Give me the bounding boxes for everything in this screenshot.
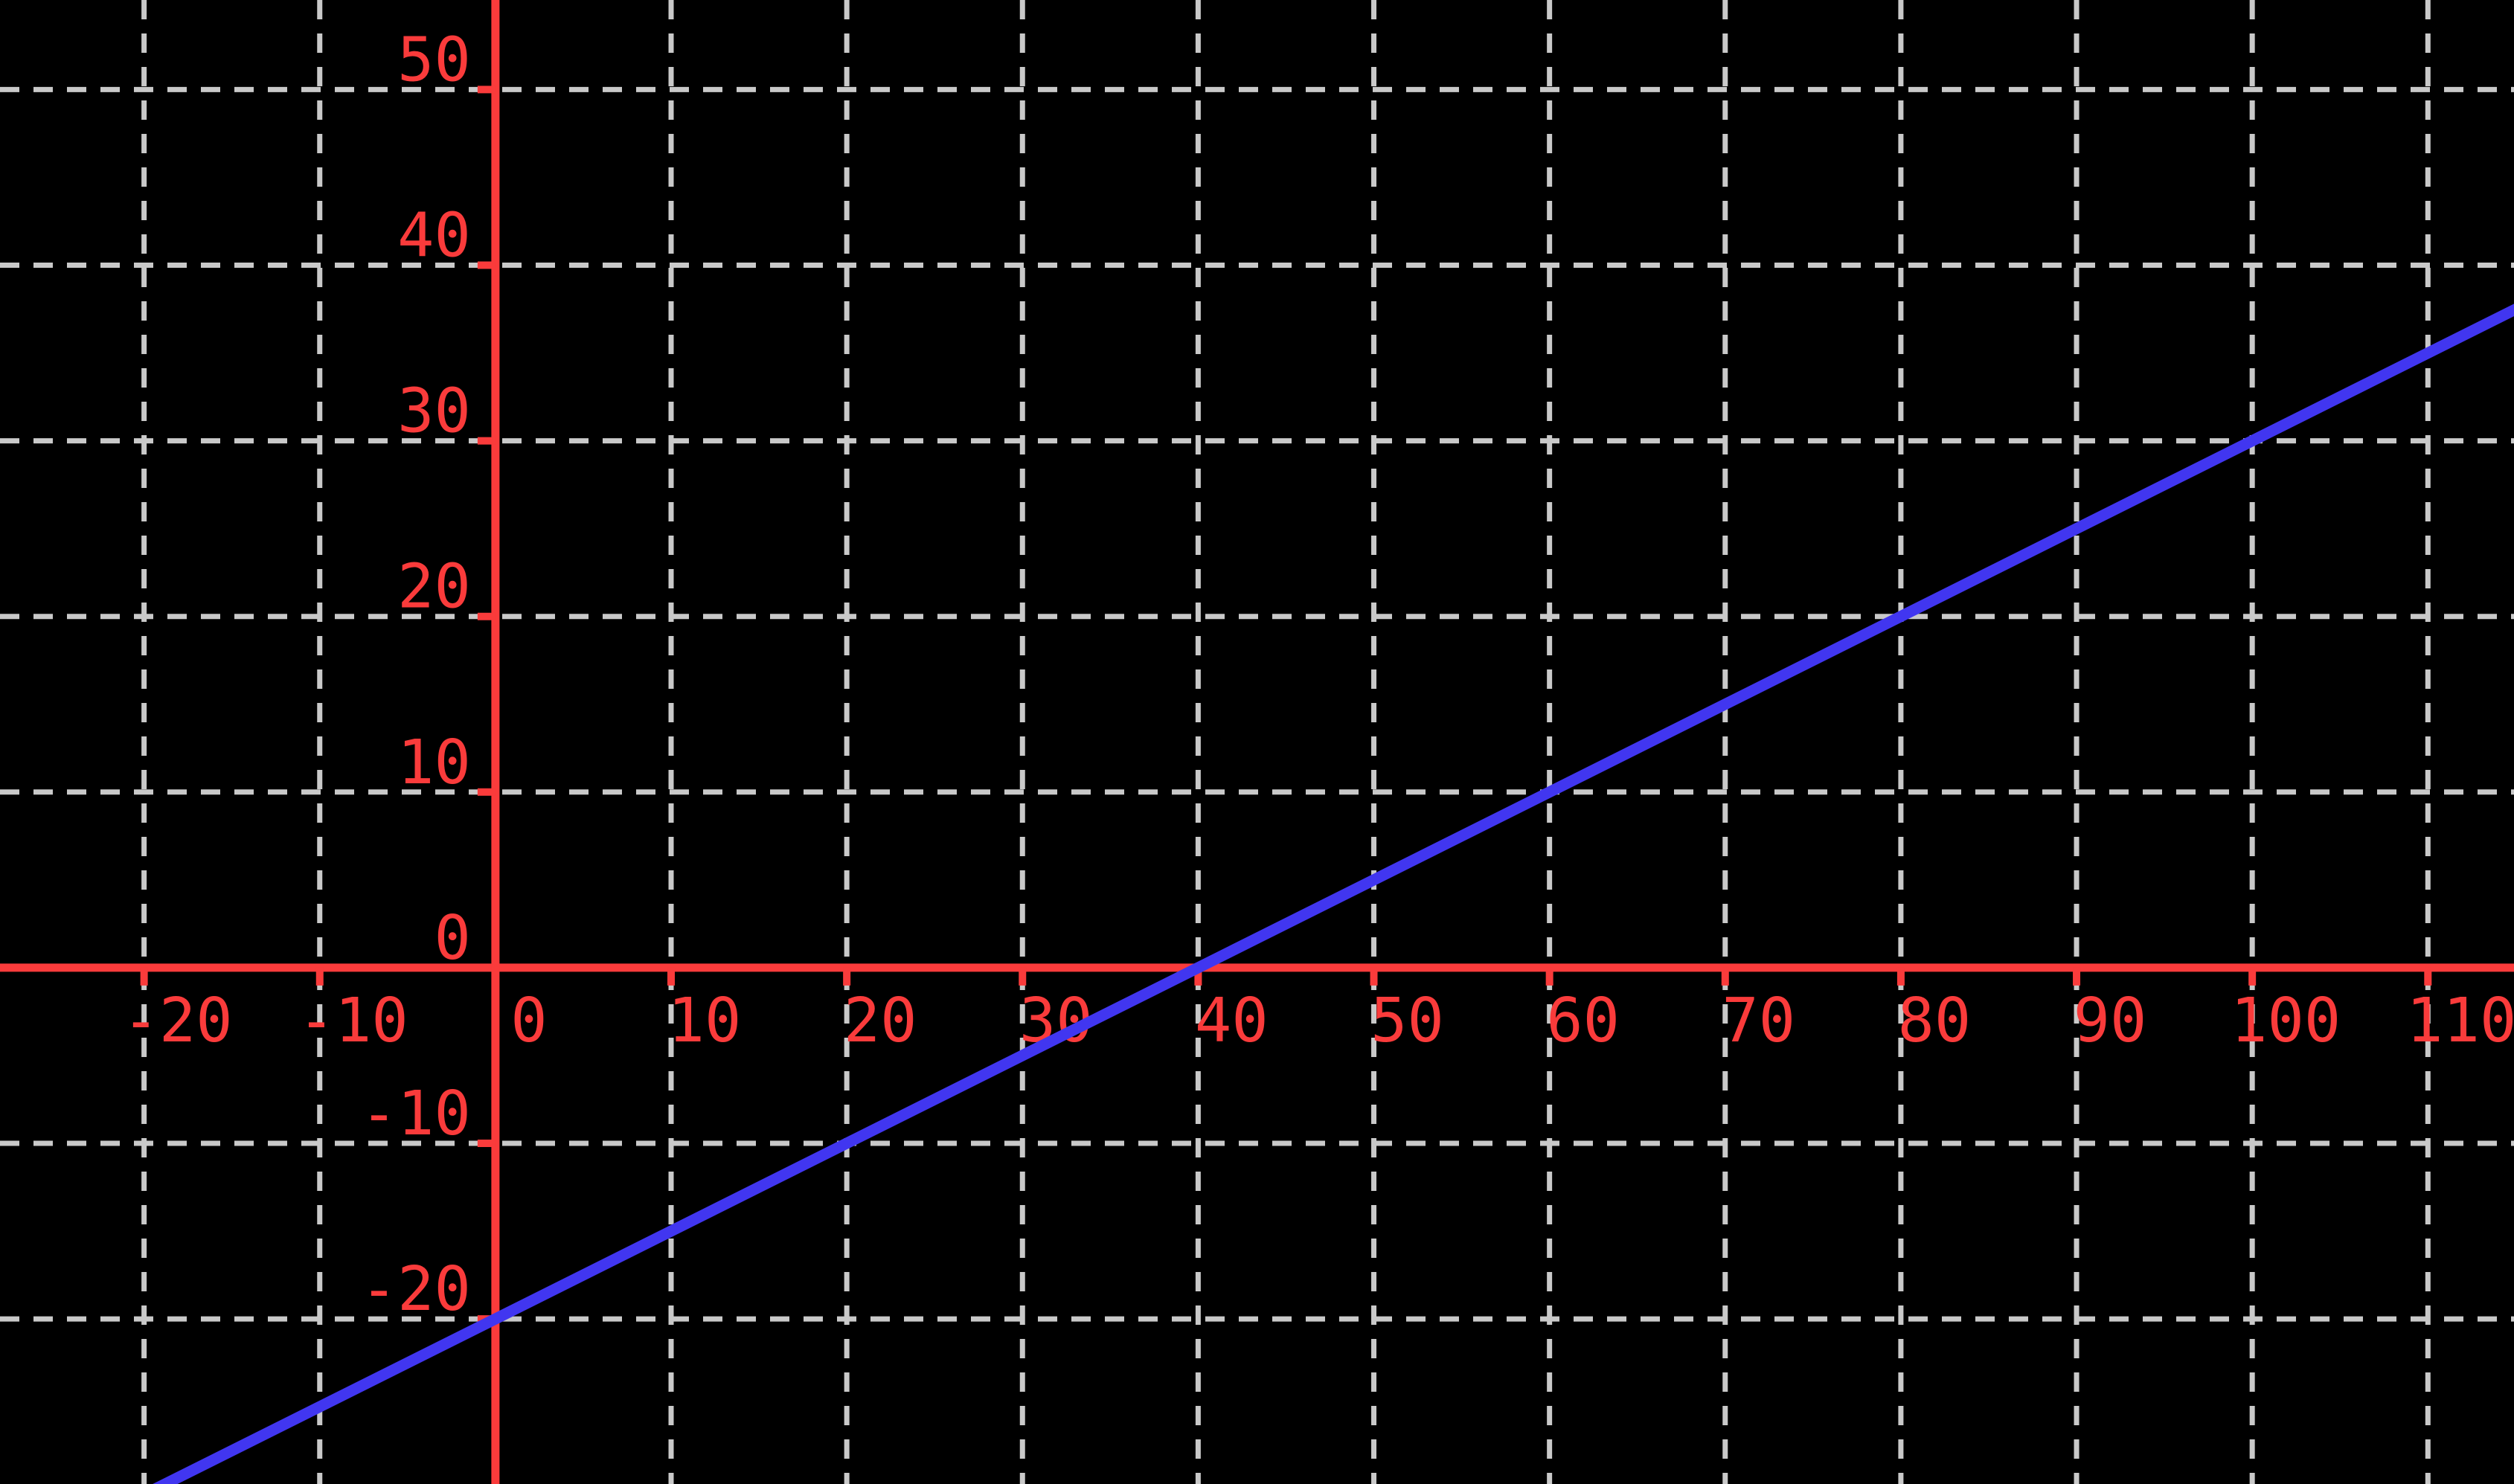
x-tick-label-50: 50 <box>1370 986 1444 1056</box>
y-tick-label-20: 20 <box>397 552 471 623</box>
y-tick-label-40: 40 <box>397 201 471 272</box>
x-tick-label-10: 10 <box>668 986 742 1056</box>
y-tick-label-30: 30 <box>397 376 471 447</box>
x-tick-label-0: 0 <box>510 986 547 1056</box>
x-tick-label-20: 20 <box>844 986 917 1056</box>
x-tick-label-110: 110 <box>2406 986 2514 1056</box>
x-tick-label-100: 100 <box>2231 986 2341 1056</box>
x-tick-label--20: -20 <box>123 986 233 1056</box>
y-tick-label--20: -20 <box>361 1254 471 1325</box>
y-tick-label-50: 50 <box>397 25 471 95</box>
y-tick-label--10: -10 <box>361 1079 471 1149</box>
y-tick-label-0: 0 <box>435 903 471 974</box>
x-tick-label-80: 80 <box>1898 986 1972 1056</box>
linear-function-line <box>153 303 2514 1484</box>
x-tick-label--10: -10 <box>298 986 408 1056</box>
x-tick-label-90: 90 <box>2074 986 2147 1056</box>
x-tick-label-70: 70 <box>1722 986 1795 1056</box>
y-tick-label-10: 10 <box>397 727 471 798</box>
x-tick-label-40: 40 <box>1195 986 1269 1056</box>
x-tick-label-60: 60 <box>1546 986 1620 1056</box>
